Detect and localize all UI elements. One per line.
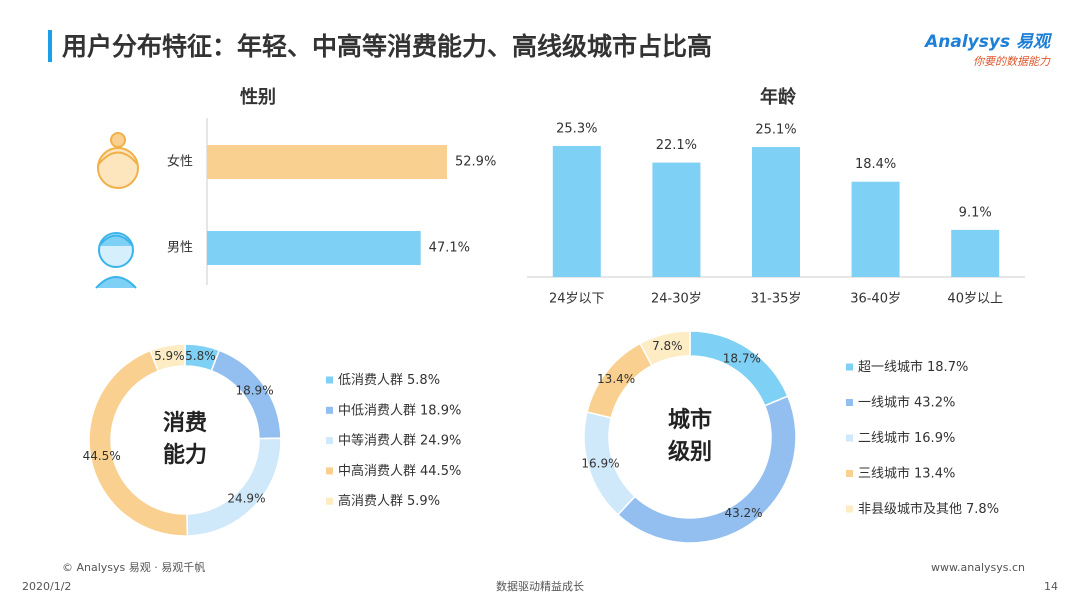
category-label: 36-40岁	[850, 292, 901, 307]
chart-title: 性别	[240, 86, 276, 108]
bar	[207, 231, 421, 265]
slice-label: 7.8%	[652, 339, 683, 353]
legend-entry: 中低消费人群 18.9%	[338, 403, 461, 418]
title-accent	[48, 30, 52, 62]
legend-swatch	[326, 406, 333, 414]
value-label: 25.3%	[556, 122, 597, 137]
slice	[149, 343, 186, 372]
center-label: 消费	[163, 411, 207, 436]
legend-swatch	[846, 363, 853, 371]
legend-entry: 二线城市 16.9%	[858, 430, 955, 446]
value-label: 25.1%	[755, 123, 796, 138]
legend-swatch	[326, 467, 333, 475]
legend-value: 5.8%	[407, 373, 440, 388]
value-label: 22.1%	[656, 138, 697, 153]
center-label: 城市	[668, 407, 712, 433]
legend-value: 18.7%	[927, 360, 968, 375]
chart-title: 年龄	[760, 86, 797, 108]
legend-entry: 超一线城市 18.7%	[858, 359, 968, 375]
legend-name: 三线城市	[858, 465, 910, 481]
legend-swatch	[846, 470, 853, 477]
legend-entry: 低消费人群 5.8%	[338, 373, 440, 388]
legend-entry: 中高消费人群 44.5%	[338, 462, 461, 478]
page-number: 14	[1044, 580, 1058, 593]
value-label: 18.4%	[855, 157, 896, 172]
slice-label: 44.5%	[83, 449, 121, 463]
logo: Analysys 易观	[923, 32, 1053, 52]
legend-swatch	[326, 376, 333, 384]
legend-name: 低消费人群	[338, 373, 403, 388]
legend-entry: 三线城市 13.4%	[858, 465, 955, 481]
bar	[951, 229, 1000, 277]
slice	[639, 330, 691, 367]
legend-entry: 中等消费人群 24.9%	[338, 432, 461, 448]
copyright: © Analysys 易观 · 易观千帆	[62, 560, 205, 574]
legend-value: 24.9%	[420, 433, 461, 448]
legend-name: 非县级城市及其他	[858, 501, 962, 517]
legend-value: 16.9%	[914, 431, 955, 446]
legend-name: 超一线城市	[858, 359, 923, 375]
slice-label: 18.9%	[235, 384, 273, 398]
legend-name: 中等消费人群	[338, 432, 416, 448]
male-icon	[95, 232, 137, 289]
category-label: 40岁以上	[947, 292, 1003, 307]
legend-value: 44.5%	[420, 463, 461, 478]
legend-entry: 一线城市 43.2%	[858, 394, 955, 410]
legend-value: 18.9%	[420, 403, 461, 418]
category-label: 24-30岁	[651, 292, 702, 307]
slice-label: 5.9%	[154, 349, 185, 363]
slice-label: 13.4%	[597, 372, 635, 386]
slice-label: 24.9%	[227, 491, 265, 505]
legend-value: 43.2%	[914, 395, 955, 410]
legend-value: 5.9%	[407, 494, 440, 509]
tagline: 数据驱动精益成长	[496, 579, 584, 593]
legend-swatch	[326, 437, 333, 445]
bar	[207, 145, 447, 179]
legend-swatch	[326, 497, 333, 505]
legend-name: 一线城市	[858, 394, 910, 410]
bar	[552, 146, 601, 277]
category-label: 男性	[167, 241, 193, 256]
bar	[652, 162, 701, 277]
legend-name: 高消费人群	[338, 493, 403, 509]
slice-label: 18.7%	[723, 352, 761, 366]
legend-entry: 非县级城市及其他 7.8%	[858, 501, 999, 517]
category-label: 24岁以下	[549, 292, 605, 307]
bar	[851, 181, 900, 277]
center-label: 级别	[668, 439, 712, 465]
category-label: 31-35岁	[751, 292, 802, 307]
value-label: 47.1%	[429, 241, 470, 256]
legend-name: 中低消费人群	[338, 403, 416, 418]
legend-swatch	[846, 399, 853, 406]
legend-value: 7.8%	[966, 502, 999, 517]
category-label: 女性	[167, 154, 193, 170]
female-icon	[97, 132, 139, 189]
date: 2020/1/2	[22, 580, 71, 593]
legend-name: 中高消费人群	[338, 462, 416, 478]
slide-title: 用户分布特征：年轻、中高等消费能力、高线级城市占比高	[62, 32, 712, 61]
slice-label: 43.2%	[724, 506, 762, 520]
legend-swatch	[846, 505, 853, 513]
value-label: 9.1%	[959, 205, 992, 220]
legend-swatch	[846, 434, 853, 442]
url: www.analysys.cn	[931, 561, 1025, 574]
slice-label: 5.8%	[185, 349, 216, 363]
legend-name: 二线城市	[858, 430, 910, 446]
logo-slogan: 你要的数据能力	[973, 55, 1051, 68]
value-label: 52.9%	[455, 155, 496, 170]
slice-label: 16.9%	[581, 456, 619, 470]
center-label: 能力	[163, 442, 207, 468]
legend-value: 13.4%	[914, 466, 955, 481]
bar	[752, 147, 800, 277]
legend-entry: 高消费人群 5.9%	[338, 493, 440, 509]
